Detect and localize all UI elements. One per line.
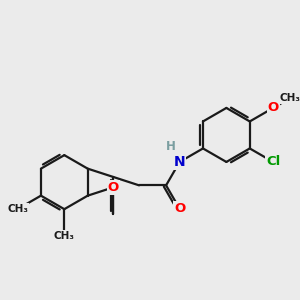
Text: O: O: [268, 101, 279, 114]
Text: CH₃: CH₃: [54, 231, 75, 241]
Text: CH₃: CH₃: [7, 204, 28, 214]
Text: N: N: [174, 155, 185, 169]
Text: O: O: [108, 181, 119, 194]
Text: Cl: Cl: [266, 155, 280, 169]
Text: CH₃: CH₃: [279, 94, 300, 103]
Text: O: O: [174, 202, 185, 215]
Text: H: H: [166, 140, 176, 153]
